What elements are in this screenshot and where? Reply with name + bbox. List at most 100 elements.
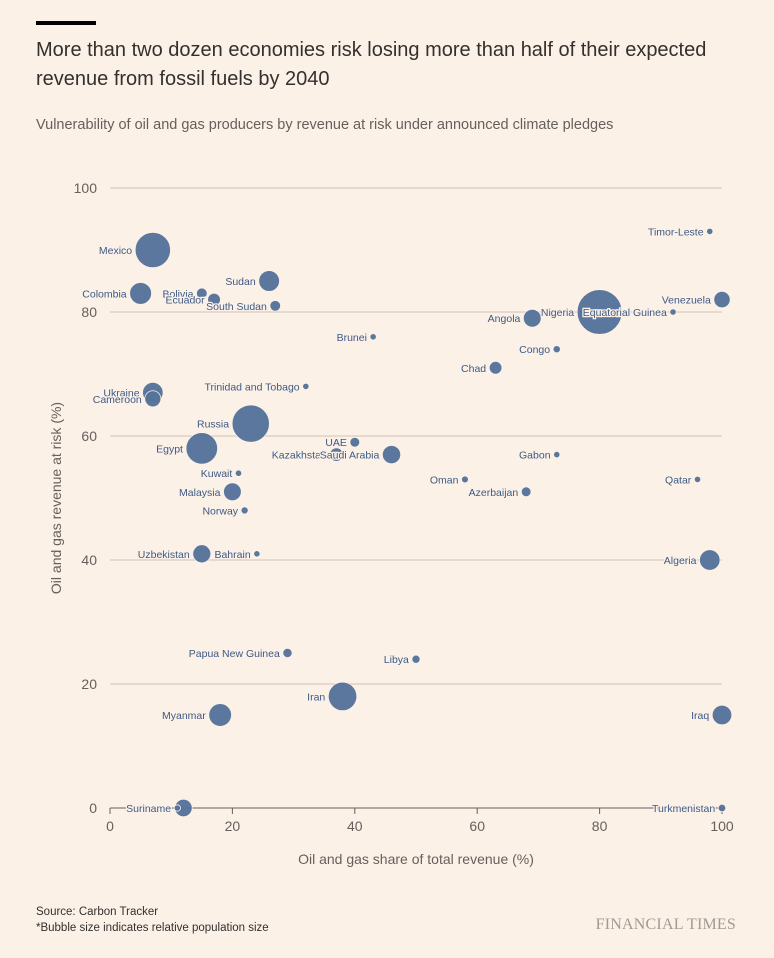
bubble-oman bbox=[461, 475, 469, 484]
bubble-iraq bbox=[711, 704, 733, 726]
bubble-cameroon bbox=[144, 390, 162, 408]
bubble-label: Papua New Guinea bbox=[189, 648, 280, 660]
y-axis-title: Oil and gas revenue at risk (%) bbox=[48, 402, 64, 594]
x-tick-label: 40 bbox=[347, 818, 363, 834]
bubble-malaysia bbox=[223, 482, 242, 502]
bubble-bolivia bbox=[196, 287, 208, 300]
bubble-label: Egypt bbox=[156, 443, 183, 455]
bubble-label: Timor-Leste bbox=[648, 226, 704, 238]
bubble-kuwait bbox=[234, 469, 243, 477]
bubble-gabon bbox=[553, 450, 561, 459]
bubble-mexico bbox=[134, 231, 171, 269]
x-tick-label: 20 bbox=[225, 818, 241, 834]
bubble-russia bbox=[231, 404, 270, 443]
bubble-label: Ukraine bbox=[103, 388, 139, 400]
bubble-label: Brunei bbox=[337, 332, 367, 344]
y-tick-label: 20 bbox=[81, 676, 97, 692]
bubble-nigeria bbox=[576, 289, 623, 335]
bubble-colombia bbox=[129, 282, 152, 305]
bubble-label: Venezuela bbox=[662, 295, 711, 307]
bubble-label: Sudan bbox=[225, 276, 256, 288]
chart-subtitle: Vulnerability of oil and gas producers b… bbox=[36, 117, 614, 133]
bubble-chad bbox=[488, 361, 503, 375]
y-tick-label: 100 bbox=[74, 180, 98, 196]
bubble-label: Russia bbox=[197, 419, 229, 431]
y-tick-label: 40 bbox=[81, 552, 97, 568]
bubble-label: Kazakhstan bbox=[272, 450, 327, 462]
bubble-label: Libya bbox=[384, 654, 409, 666]
bubble-ecuador bbox=[207, 292, 221, 307]
bubble-equatorial-guinea bbox=[669, 308, 677, 316]
bubble-brunei bbox=[369, 333, 377, 341]
bubble-timor-leste bbox=[706, 227, 714, 235]
bubble-bahrain bbox=[253, 550, 261, 558]
y-axis-ticks: 0 20 40 60 80 100 bbox=[74, 180, 98, 816]
bubble-congo bbox=[552, 345, 561, 354]
bubble-size-note: *Bubble size indicates relative populati… bbox=[36, 922, 269, 934]
bubble-azerbaijan bbox=[520, 486, 532, 498]
bubble-uae bbox=[349, 436, 361, 448]
bubble-chart: 0 20 40 60 80 100 0 20 40 60 80 100 Mexico Colombia… bbox=[48, 180, 734, 867]
x-axis-title: Oil and gas share of total revenue (%) bbox=[298, 851, 534, 867]
x-tick-label: 0 bbox=[106, 818, 114, 834]
bubble-label: Ecuador bbox=[166, 295, 206, 307]
bubble-kazakhstan bbox=[329, 447, 344, 462]
bubble-label: Myanmar bbox=[162, 710, 206, 722]
bubble-label: Turkmenistan bbox=[652, 803, 715, 815]
bubble-label: Qatar bbox=[665, 474, 692, 486]
bubble-label: Uzbekistan bbox=[138, 549, 190, 561]
bubble-label: Iran bbox=[307, 691, 325, 703]
bubble-turkmenistan bbox=[717, 803, 727, 813]
bubble-label: Equatorial Guinea bbox=[583, 307, 667, 319]
bubble-suriname bbox=[173, 804, 181, 812]
bubbles bbox=[129, 227, 733, 818]
bubble-venezuela bbox=[713, 290, 731, 309]
y-tick-label: 0 bbox=[89, 800, 97, 816]
bubble-label: UAE bbox=[325, 437, 347, 449]
x-tick-label: 80 bbox=[592, 818, 608, 834]
bubble-label: Bolivia bbox=[162, 288, 193, 300]
bubble-egypt bbox=[185, 432, 219, 465]
x-tick-label: 60 bbox=[469, 818, 485, 834]
bubble-label: Suriname bbox=[126, 803, 171, 815]
bubble-label: Malaysia bbox=[179, 487, 221, 499]
bubble-qatar bbox=[693, 475, 702, 483]
bubble-label: Algeria bbox=[664, 555, 697, 567]
bubble-label: South Sudan bbox=[206, 301, 267, 313]
bubble-label: Norway bbox=[202, 505, 238, 517]
x-tick-label: 100 bbox=[710, 818, 734, 834]
x-axis-ticks: 0 20 40 60 80 100 bbox=[106, 808, 734, 834]
bubble-label: Bahrain bbox=[214, 549, 250, 561]
bubble-algeria bbox=[699, 549, 721, 571]
bubble-trinidad-and-tobago bbox=[302, 382, 310, 390]
chart-title: More than two dozen economies risk losin… bbox=[36, 39, 707, 90]
bubble-label: Angola bbox=[488, 313, 521, 325]
source-note: Source: Carbon Tracker *Bubble size indi… bbox=[36, 904, 269, 936]
bubble-label: Chad bbox=[461, 363, 486, 375]
bubble-label: Gabon bbox=[519, 450, 551, 462]
bubble-label: Iraq bbox=[691, 710, 709, 722]
y-tick-label: 80 bbox=[81, 304, 97, 320]
bubble-libya bbox=[411, 654, 421, 664]
bubble-uzbekistan bbox=[192, 544, 212, 564]
bubble-angola bbox=[522, 308, 542, 328]
bubble-label: Oman bbox=[430, 474, 459, 486]
bubble-label: Saudi Arabia bbox=[320, 450, 380, 462]
ft-logo: FINANCIAL TIMES bbox=[595, 916, 736, 933]
bubble-label: Azerbaijan bbox=[469, 487, 519, 499]
bubble-sudan bbox=[258, 270, 280, 292]
bubble-norway bbox=[240, 506, 249, 515]
bubble-myanmar bbox=[208, 703, 232, 727]
bubble-label: Congo bbox=[519, 344, 550, 356]
bubble-saudi-arabia bbox=[381, 445, 402, 465]
bubble-south-sudan bbox=[269, 300, 282, 312]
bubble-label: Nigeria bbox=[541, 307, 574, 319]
y-tick-label: 60 bbox=[81, 428, 97, 444]
bubble-label: Colombia bbox=[82, 288, 127, 300]
top-accent-bar bbox=[36, 21, 96, 25]
bubble-label: Mexico bbox=[99, 245, 132, 257]
bubble-label: Kuwait bbox=[201, 468, 233, 480]
bubble-label: Trinidad and Tobago bbox=[204, 381, 299, 393]
bubble-papua-new-guinea bbox=[282, 647, 293, 659]
